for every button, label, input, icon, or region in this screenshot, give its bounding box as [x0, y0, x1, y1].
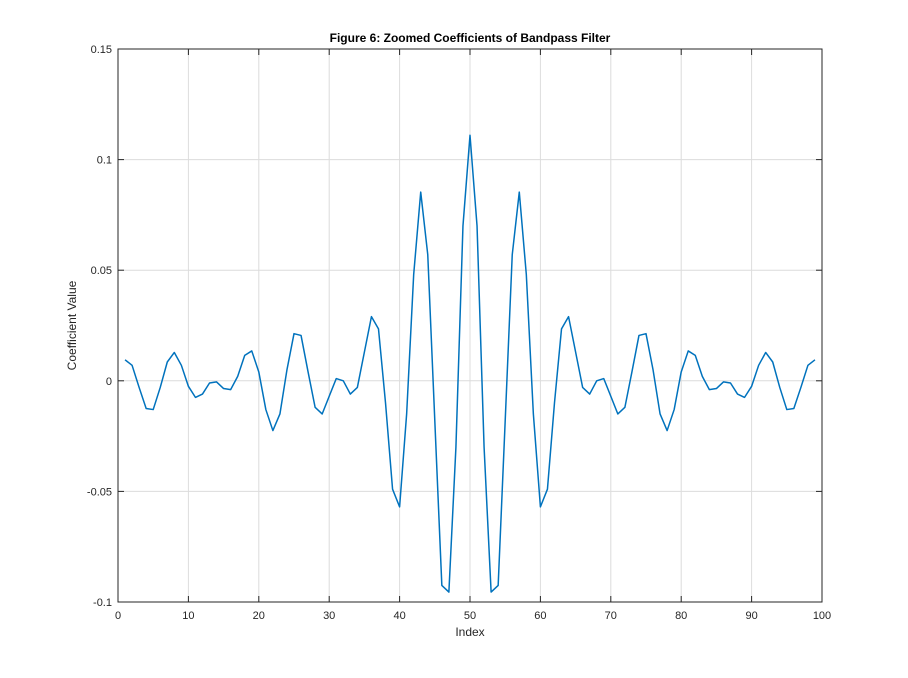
x-axis-label: Index [455, 625, 484, 639]
x-tick-label: 40 [393, 610, 405, 622]
coefficient-series-line [124, 134, 816, 593]
axis-ticks [117, 48, 823, 603]
y-tick-label: 0.1 [97, 155, 112, 167]
x-tick-label: 70 [605, 610, 617, 622]
y-axis-label: Coefficient Value [65, 280, 79, 370]
x-tick-label: 10 [182, 610, 194, 622]
x-tick-label: 90 [745, 610, 757, 622]
chart-title: Figure 6: Zoomed Coefficients of Bandpas… [330, 31, 611, 45]
y-tick-label: -0.05 [87, 486, 112, 498]
y-tick-label: 0.15 [91, 44, 112, 56]
x-tick-label: 30 [323, 610, 335, 622]
y-tick-label: 0 [106, 376, 112, 388]
x-tick-label: 20 [253, 610, 265, 622]
x-tick-label: 100 [813, 610, 831, 622]
series-layer [124, 134, 816, 593]
x-tick-label: 0 [115, 610, 121, 622]
y-axis-tick-labels: -0.1 -0.05 0 0.05 0.1 0.15 [87, 44, 112, 609]
x-tick-label: 80 [675, 610, 687, 622]
y-tick-label: -0.1 [93, 597, 112, 609]
y-tick-label: 0.05 [91, 265, 112, 277]
grid-lines [117, 48, 823, 603]
x-tick-label: 60 [534, 610, 546, 622]
x-tick-label: 50 [464, 610, 476, 622]
x-axis-tick-labels: 0 10 20 30 40 50 60 70 80 90 100 [115, 610, 831, 622]
